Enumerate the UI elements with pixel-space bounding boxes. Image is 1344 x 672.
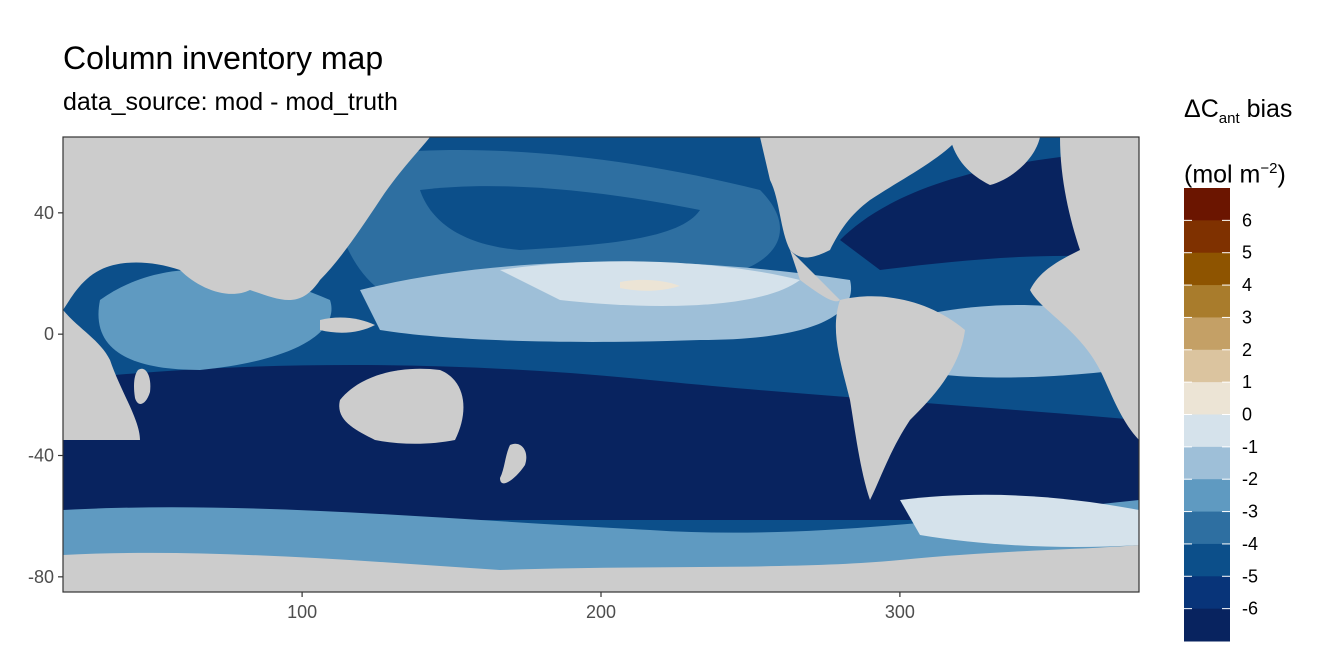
legend-swatch [1184,446,1230,480]
legend-swatch [1184,285,1230,318]
legend-swatch [1184,608,1230,642]
legend-swatch [1184,511,1230,545]
legend-swatch [1184,188,1230,221]
x-axis: 100 200 300 [287,592,915,622]
africa-south [63,310,140,440]
eurasia-africa-north [63,137,430,310]
y-axis: 40 0 -40 -80 [28,203,63,587]
greenland [950,137,1040,185]
legend-title-line2: (mol m−2) [1184,160,1286,189]
legend-label: 1 [1242,372,1252,392]
legend-label: 5 [1242,243,1252,263]
legend-label: -3 [1242,502,1258,522]
page-subtitle: data_source: mod - mod_truth [63,88,398,116]
legend-swatch [1184,576,1230,610]
legend-label: 6 [1242,210,1252,230]
indonesia [320,317,375,333]
legend-title-line1: ΔCant bias [1184,95,1293,127]
weddell-pale [900,494,1139,547]
north-pacific-dark [420,186,700,250]
madagascar [134,368,151,404]
legend-label: 0 [1242,405,1252,425]
legend-label: -6 [1242,599,1258,619]
central-america [790,250,840,302]
legend-swatch [1184,317,1230,351]
australia [339,368,464,444]
legend-swatch [1184,349,1230,383]
legend-label: -4 [1242,534,1258,554]
legend-swatch [1184,382,1230,415]
x-tick-label: 200 [586,602,616,622]
europe-africa [1030,137,1139,440]
land-layer [63,137,1139,592]
legend-swatch [1184,543,1230,577]
y-tick-label: -80 [28,567,54,587]
new-zealand [500,443,527,484]
page-title: Column inventory map [63,40,384,76]
legend-swatch [1184,479,1230,513]
legend-swatch [1184,414,1230,448]
pacific-neutral-spot [620,279,680,291]
y-tick-label: 40 [34,203,54,223]
south-america [835,296,965,500]
legend-label: -5 [1242,566,1258,586]
legend-title: ΔCant bias (mol m−2) [1184,84,1292,199]
legend-swatch [1184,252,1230,286]
y-tick-label: 0 [44,324,54,344]
legend-label: -1 [1242,437,1258,457]
x-tick-label: 300 [885,602,915,622]
legend-label: 2 [1242,340,1252,360]
north-america [760,137,960,258]
antarctica [63,545,1139,592]
legend-label: 4 [1242,275,1252,295]
x-tick-label: 100 [287,602,317,622]
legend-label: 3 [1242,307,1252,327]
legend-swatch [1184,220,1230,254]
y-tick-label: -40 [28,446,54,466]
legend-colorbar: 6 5 4 3 2 1 0 -1 -2 -3 -4 -5 -6 [1184,188,1258,642]
legend-label: -2 [1242,469,1258,489]
